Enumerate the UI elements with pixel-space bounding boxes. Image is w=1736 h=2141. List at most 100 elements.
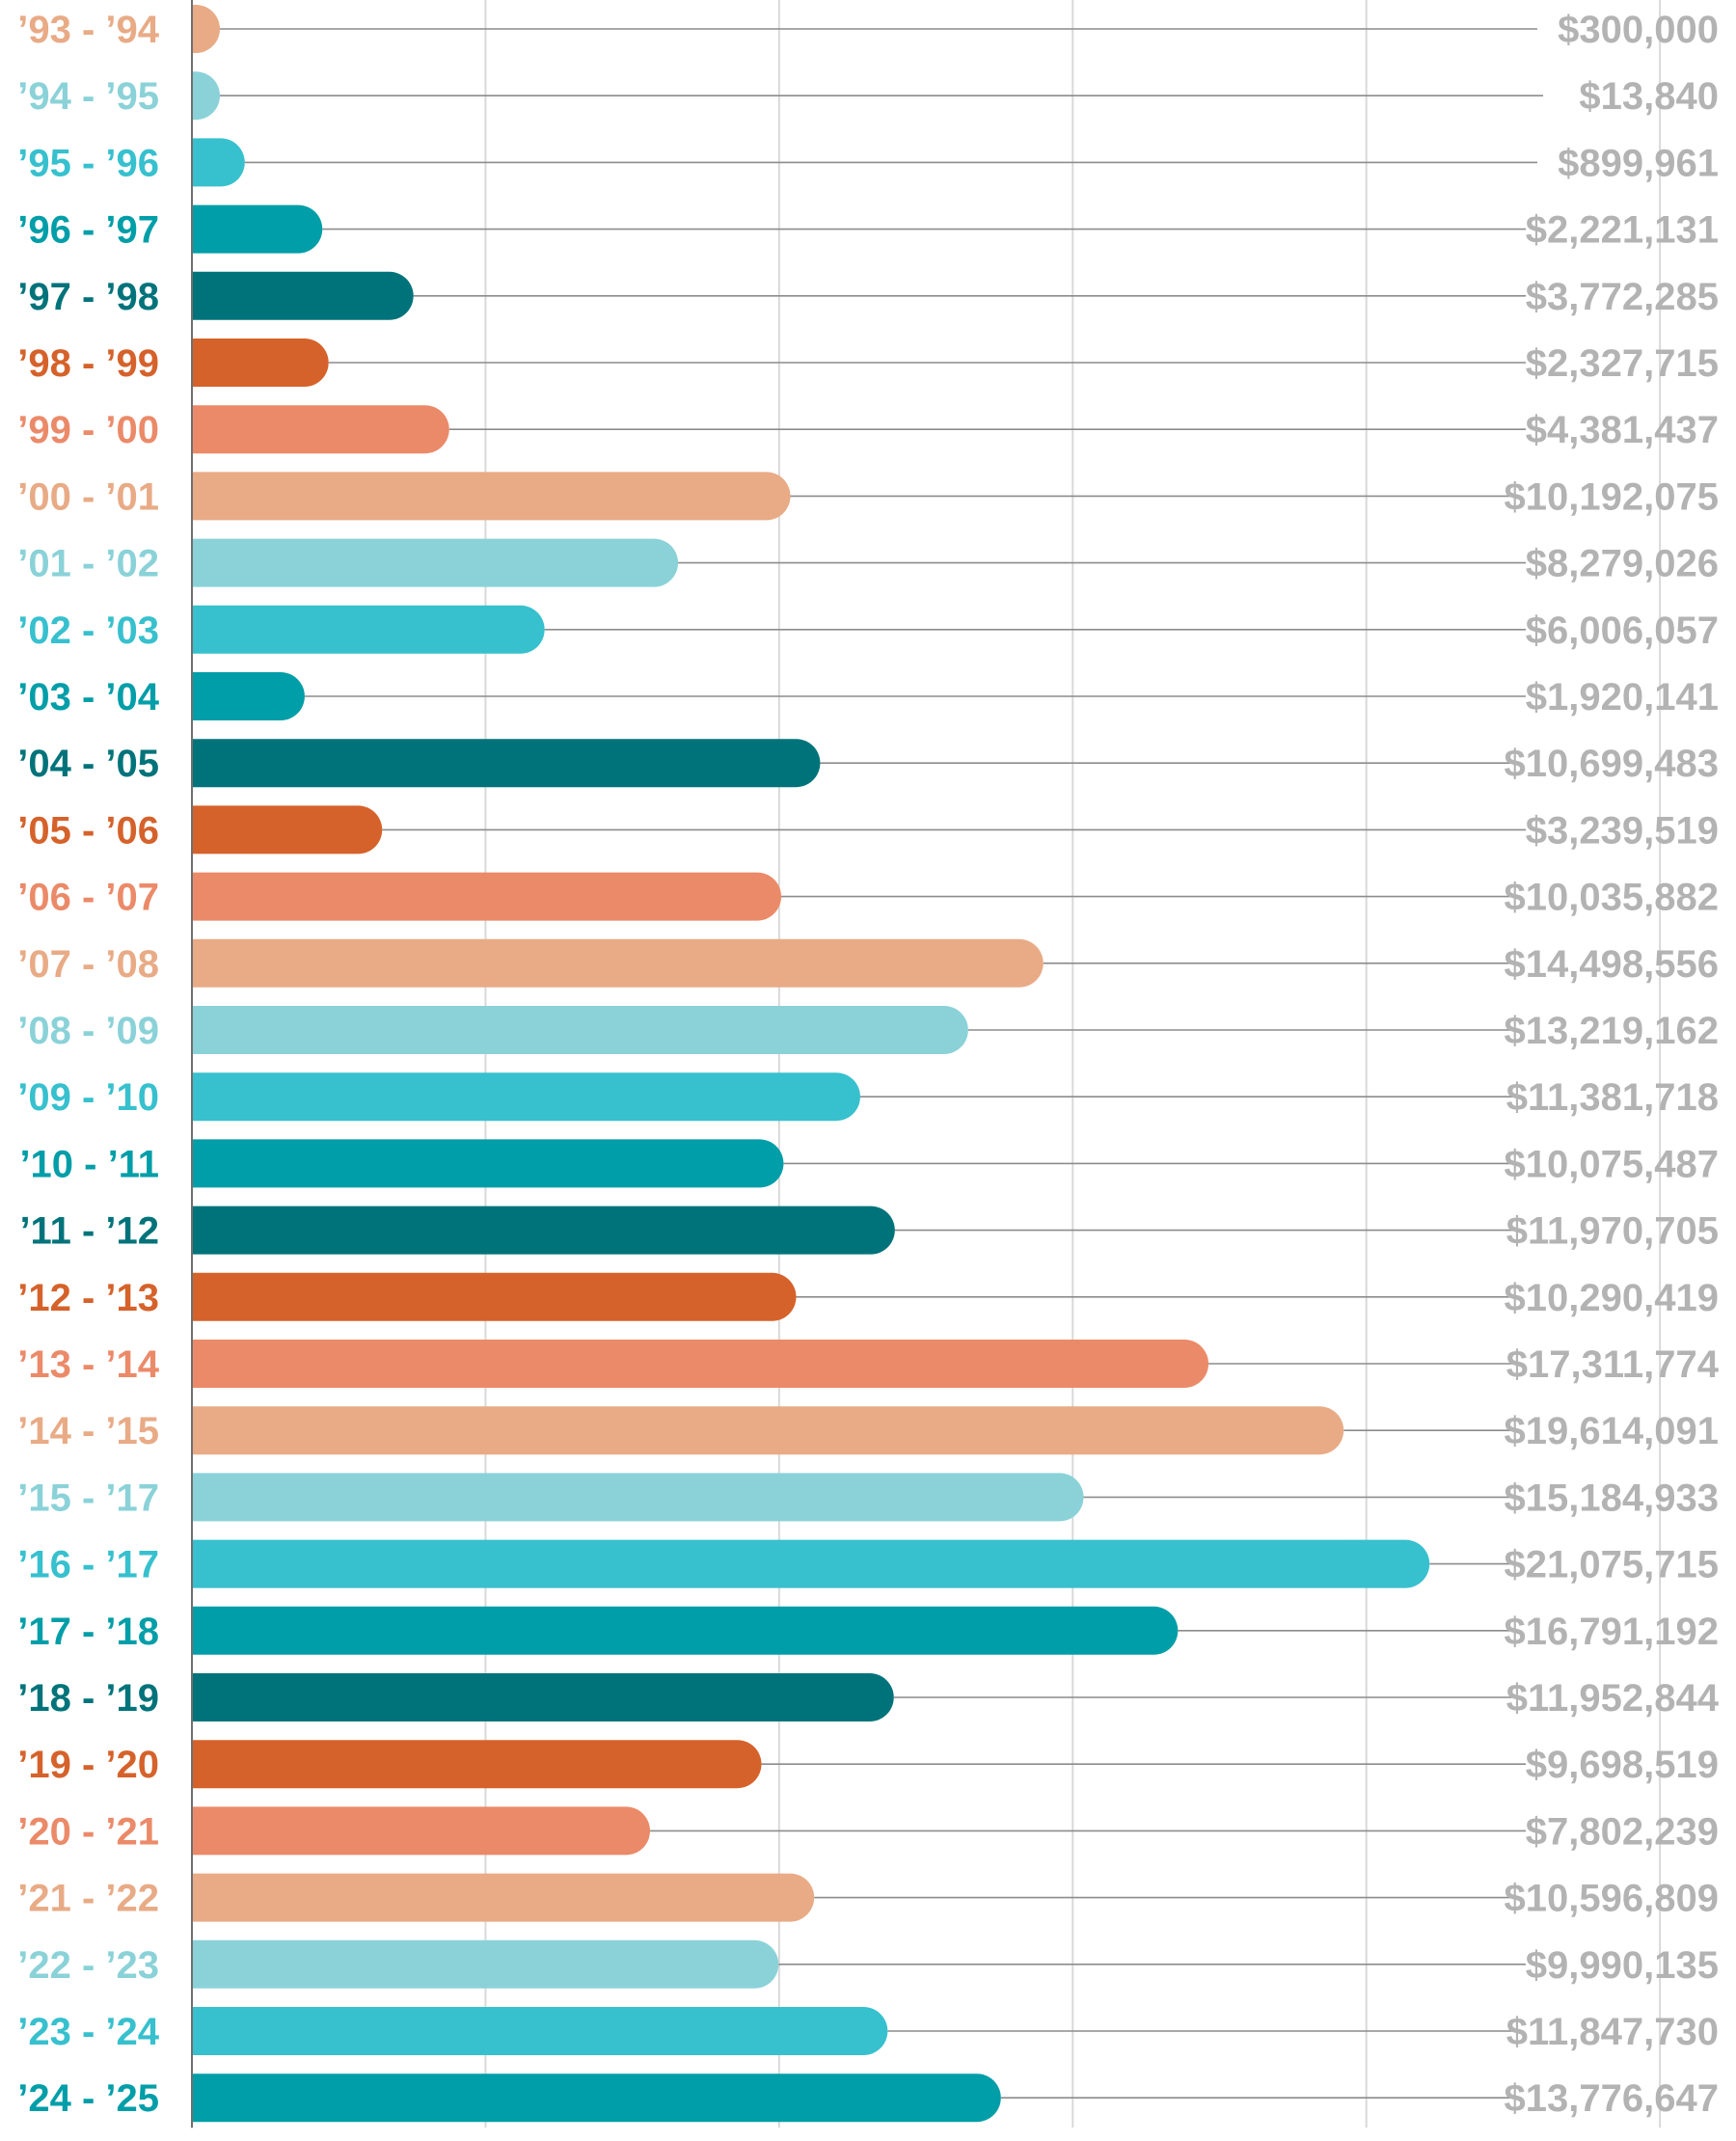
value-label: $2,221,131 bbox=[1526, 209, 1719, 252]
value-label: $6,006,057 bbox=[1526, 610, 1719, 652]
category-label: ’08 - ’09 bbox=[17, 1010, 159, 1052]
bar-layer bbox=[192, 5, 1430, 2123]
value-label: $10,075,487 bbox=[1505, 1143, 1719, 1185]
value-label: $16,791,192 bbox=[1505, 1611, 1719, 1653]
bar bbox=[192, 2073, 1001, 2123]
bar bbox=[192, 1006, 968, 1054]
category-label: ’05 - ’06 bbox=[17, 809, 159, 852]
bar bbox=[192, 605, 545, 654]
bar bbox=[192, 1406, 1344, 1455]
bar bbox=[192, 138, 245, 187]
bar bbox=[192, 739, 821, 788]
category-label: ’02 - ’03 bbox=[17, 610, 159, 652]
bar bbox=[192, 339, 329, 387]
value-label: $10,192,075 bbox=[1505, 475, 1719, 518]
bar bbox=[192, 1606, 1179, 1655]
category-label: ’17 - ’18 bbox=[17, 1611, 159, 1653]
value-label: $3,239,519 bbox=[1526, 809, 1719, 852]
category-label-layer: ’93 - ’94 ’94 - ’95 ’95 - ’96 ’96 - ’97 ’97 … bbox=[17, 9, 160, 2120]
bar bbox=[192, 1473, 1084, 1522]
value-label: $300,000 bbox=[1558, 9, 1719, 51]
value-label: $13,776,647 bbox=[1505, 2077, 1719, 2120]
value-label: $3,772,285 bbox=[1526, 276, 1719, 318]
bar bbox=[192, 1206, 895, 1255]
bar bbox=[192, 1272, 797, 1321]
category-label: ’10 - ’11 bbox=[19, 1143, 159, 1185]
bar bbox=[192, 2007, 888, 2055]
value-label: $10,596,809 bbox=[1505, 1878, 1719, 1920]
category-label: ’23 - ’24 bbox=[17, 2011, 160, 2053]
category-label: ’19 - ’20 bbox=[17, 1744, 159, 1786]
category-label: ’14 - ’15 bbox=[17, 1410, 159, 1452]
category-label: ’18 - ’19 bbox=[17, 1677, 159, 1720]
bar bbox=[192, 1939, 779, 1989]
value-label-layer: $300,000 $13,840 $899,961 $2,221,131 $3,772,… bbox=[1505, 9, 1720, 2120]
category-label: ’04 - ’05 bbox=[17, 743, 159, 785]
category-label: ’12 - ’13 bbox=[17, 1277, 159, 1319]
bar bbox=[192, 1740, 762, 1789]
category-label: ’06 - ’07 bbox=[17, 877, 159, 919]
value-label: $15,184,933 bbox=[1505, 1477, 1719, 1519]
leader-line-layer bbox=[220, 28, 1543, 2099]
bar bbox=[192, 1673, 894, 1721]
category-label: ’99 - ’00 bbox=[17, 409, 159, 451]
value-label: $13,219,162 bbox=[1505, 1010, 1719, 1052]
category-label: ’13 - ’14 bbox=[17, 1343, 160, 1386]
category-label: ’01 - ’02 bbox=[17, 543, 159, 585]
value-label: $4,381,437 bbox=[1526, 409, 1719, 451]
bar bbox=[192, 1340, 1209, 1388]
bar bbox=[192, 5, 220, 53]
bar bbox=[192, 472, 791, 521]
value-label: $10,035,882 bbox=[1505, 877, 1719, 919]
value-label: $8,279,026 bbox=[1526, 543, 1719, 585]
bar bbox=[192, 71, 220, 121]
category-label: ’00 - ’01 bbox=[17, 475, 159, 518]
value-label: $11,381,718 bbox=[1506, 1076, 1719, 1119]
category-label: ’20 - ’21 bbox=[17, 1810, 159, 1853]
category-label: ’98 - ’99 bbox=[17, 342, 159, 385]
value-label: $14,498,556 bbox=[1505, 943, 1719, 986]
bar bbox=[192, 938, 1044, 988]
bar bbox=[192, 1539, 1430, 1588]
bar bbox=[192, 405, 449, 454]
value-label: $11,847,730 bbox=[1506, 2011, 1719, 2053]
value-label: $19,614,091 bbox=[1505, 1410, 1719, 1452]
value-label: $10,290,419 bbox=[1505, 1277, 1719, 1319]
value-label: $899,961 bbox=[1558, 142, 1719, 184]
bar bbox=[192, 271, 414, 320]
value-label: $9,698,519 bbox=[1526, 1744, 1719, 1786]
value-label: $10,699,483 bbox=[1505, 743, 1719, 785]
bar bbox=[192, 672, 305, 720]
bar bbox=[192, 1806, 651, 1856]
bar bbox=[192, 1139, 784, 1188]
value-label: $11,970,705 bbox=[1506, 1210, 1719, 1253]
bar bbox=[192, 538, 679, 587]
category-label: ’24 - ’25 bbox=[17, 2077, 159, 2120]
category-label: ’93 - ’94 bbox=[17, 9, 160, 51]
value-label: $1,920,141 bbox=[1526, 676, 1719, 718]
category-label: ’15 - ’17 bbox=[17, 1477, 159, 1519]
category-label: ’22 - ’23 bbox=[17, 1944, 159, 1987]
category-label: ’95 - ’96 bbox=[17, 142, 159, 184]
value-label: $9,990,135 bbox=[1526, 1944, 1719, 1987]
bar bbox=[192, 204, 323, 254]
category-label: ’03 - ’04 bbox=[17, 676, 160, 718]
value-label: $11,952,844 bbox=[1506, 1677, 1720, 1720]
category-label: ’21 - ’22 bbox=[17, 1878, 159, 1920]
category-label: ’07 - ’08 bbox=[17, 943, 159, 986]
category-label: ’16 - ’17 bbox=[17, 1544, 159, 1586]
value-label: $13,840 bbox=[1579, 75, 1719, 118]
bar bbox=[192, 1873, 815, 1922]
value-label: $17,311,774 bbox=[1506, 1343, 1720, 1386]
category-label: ’94 - ’95 bbox=[17, 75, 159, 118]
bar bbox=[192, 1072, 860, 1122]
category-label: ’96 - ’97 bbox=[17, 209, 159, 252]
bar bbox=[192, 872, 782, 921]
category-label: ’97 - ’98 bbox=[17, 276, 159, 318]
category-label: ’11 - ’12 bbox=[19, 1210, 159, 1253]
grid-layer bbox=[484, 0, 1662, 2128]
category-label: ’09 - ’10 bbox=[17, 1076, 159, 1119]
bar bbox=[192, 805, 383, 854]
